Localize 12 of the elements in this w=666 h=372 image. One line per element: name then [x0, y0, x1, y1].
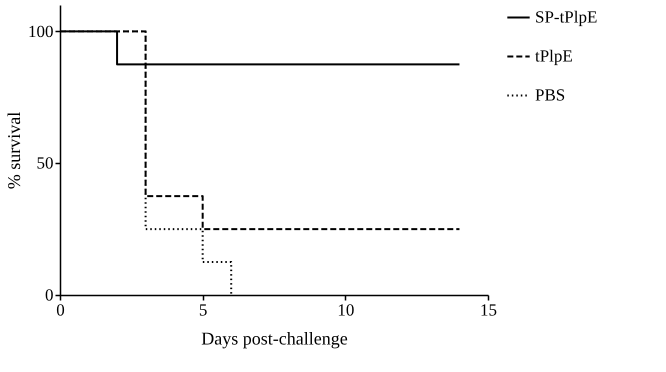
y-tick-label: 100: [28, 22, 54, 41]
x-tick-label: 5: [198, 300, 208, 320]
legend-label: PBS: [535, 86, 566, 104]
y-tick-label: 0: [45, 286, 54, 304]
x-tick-label: 15: [480, 300, 497, 320]
x-tick-label: 0: [56, 300, 65, 320]
x-tick-label: 10: [337, 300, 354, 320]
y-axis-title: % survival: [4, 112, 24, 190]
legend-label: tPlpE: [535, 46, 573, 66]
y-tick-label: 50: [36, 154, 54, 173]
legend-label: SP-tPlpE: [535, 8, 598, 26]
x-axis-title: Days post-challenge: [201, 328, 348, 348]
